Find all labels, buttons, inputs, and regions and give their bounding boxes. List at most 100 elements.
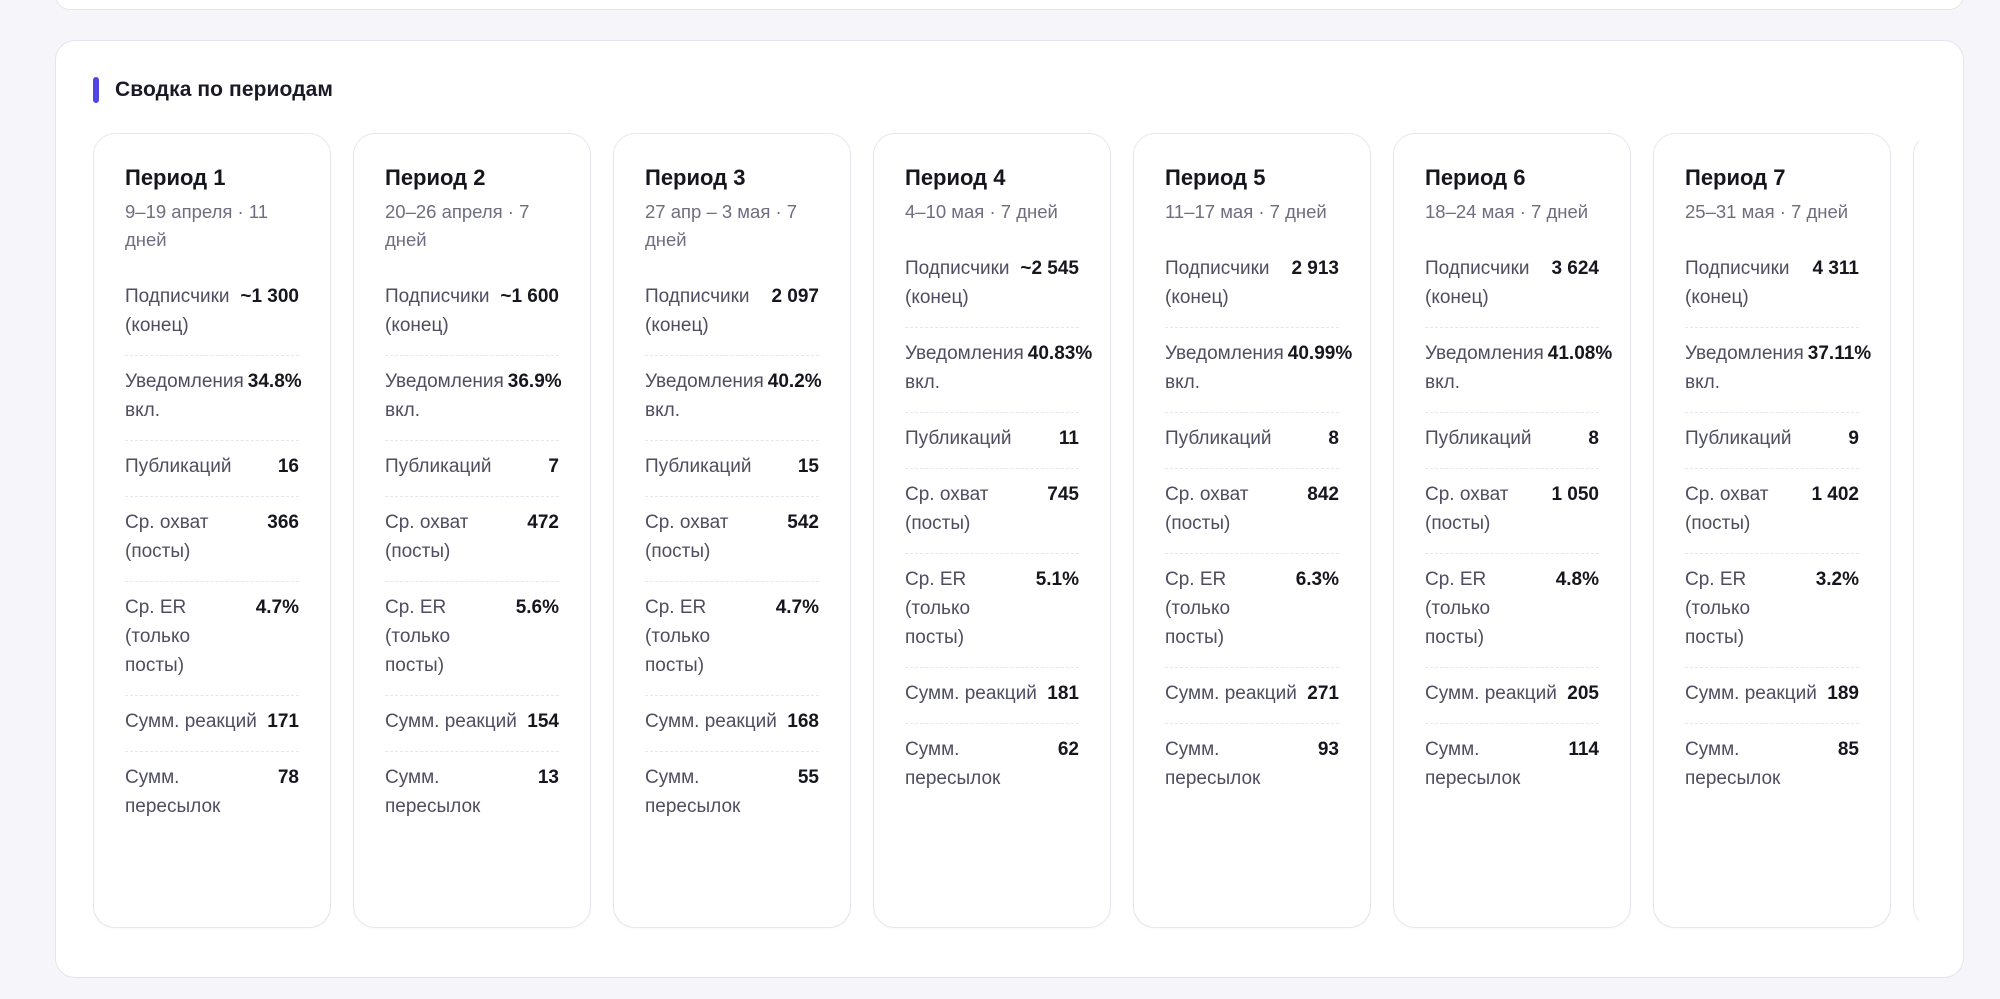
- metric-label: Уведомления вкл.: [1165, 343, 1284, 393]
- metric-label: Публикаций: [385, 456, 492, 477]
- metric-value: 114: [1568, 739, 1599, 760]
- metric-row: Публикаций 15: [645, 441, 819, 497]
- metric-row: Публикаций 8: [1425, 413, 1599, 469]
- metric-label: Сумм. пересылок: [1165, 739, 1261, 789]
- metric-label: Публикаций: [1165, 428, 1272, 449]
- metric-value: 15: [797, 456, 819, 477]
- period-cards: Период 1 9–19 апреля · 11 дней Подписчик…: [93, 133, 1919, 928]
- metric-row: Ср. охват (посты) 472: [385, 497, 559, 582]
- metric-label: Ср. ER (только посты): [385, 597, 451, 676]
- metric-row: Сумм. пересылок 13: [385, 752, 559, 836]
- period-title: Период 2: [385, 165, 486, 190]
- metric-value: 271: [1307, 683, 1339, 704]
- section-title: Сводка по периодам: [115, 78, 334, 101]
- metric-label: Сумм. реакций: [645, 711, 777, 732]
- metric-row: Ср. охват (посты) 1 050: [1425, 469, 1599, 554]
- metric-value: 62: [1057, 739, 1079, 760]
- metric-row: Сумм. пересылок 114: [1425, 724, 1599, 808]
- period-card: Период 5 11–17 мая · 7 дней Подписчики (…: [1133, 133, 1371, 928]
- period-card: Период 6 18–24 мая · 7 дней Подписчики (…: [1393, 133, 1631, 928]
- metric-label: Сумм. реакций: [1425, 683, 1557, 704]
- metric-row: Ср. ER (только посты) 5.1%: [905, 554, 1079, 668]
- metric-value: 2 097: [771, 286, 819, 307]
- metric-row: Ср. ER (только посты) 5.6%: [385, 582, 559, 696]
- metric-value: 36.9%: [507, 371, 562, 392]
- metric-value: 745: [1047, 484, 1079, 505]
- metric-row: Ср. ER (только посты) 6.3%: [1165, 554, 1339, 668]
- metric-label: Ср. охват (посты): [1685, 484, 1769, 534]
- period-dates: 11–17 мая · 7 дней: [1165, 201, 1327, 222]
- metric-row: Ср. ER (только посты) 4.8%: [1425, 554, 1599, 668]
- metric-label: Подписчики (конец): [1165, 258, 1270, 308]
- metric-value: 40.2%: [767, 371, 822, 392]
- metric-value: 1 402: [1811, 484, 1859, 505]
- metric-value: 13: [537, 767, 559, 788]
- metric-label: Публикаций: [125, 456, 232, 477]
- metric-value: 16: [277, 456, 299, 477]
- metric-value: 85: [1837, 739, 1859, 760]
- metric-label: Сумм. пересылок: [905, 739, 1001, 789]
- metric-label: Уведомления вкл.: [125, 371, 244, 421]
- metric-value: ~1 300: [240, 286, 299, 307]
- metric-row: Подписчики (конец) ~1 600: [385, 271, 559, 356]
- metric-value: 40.83%: [1027, 343, 1093, 364]
- metric-row: Ср. ER (только посты) 4.7%: [645, 582, 819, 696]
- metric-row: Сумм. пересылок 78: [125, 752, 299, 836]
- metric-label: Ср. ER (только посты): [905, 569, 971, 648]
- period-title: Период 4: [905, 165, 1006, 190]
- metric-label: Ср. ER (только посты): [645, 597, 711, 676]
- metric-value: ~2 545: [1020, 258, 1079, 279]
- metric-row: Публикаций 11: [905, 413, 1079, 469]
- metric-label: Уведомления вкл.: [1425, 343, 1544, 393]
- period-title: Период 5: [1165, 165, 1266, 190]
- period-dates: 20–26 апреля · 7 дней: [385, 201, 530, 250]
- period-dates: 25–31 мая · 7 дней: [1685, 201, 1849, 222]
- metric-value: 1 050: [1551, 484, 1599, 505]
- metric-label: Сумм. пересылок: [1425, 739, 1521, 789]
- metric-row: Подписчики (конец) 2 913: [1165, 243, 1339, 328]
- metric-value: 37.11%: [1807, 343, 1872, 364]
- period-card: Период 7 25–31 мая · 7 дней Подписчики (…: [1653, 133, 1891, 928]
- metric-value: 8: [1588, 428, 1599, 449]
- metric-row: Публикаций 9: [1685, 413, 1859, 469]
- metric-row: Уведомления вкл. 40.2%: [645, 356, 822, 441]
- metric-row: Публикаций 7: [385, 441, 559, 497]
- metric-row: Сумм. реакций 271: [1165, 668, 1339, 724]
- metric-value: 366: [267, 512, 299, 533]
- period-card: Период 4 4–10 мая · 7 дней Подписчики (к…: [873, 133, 1111, 928]
- period-card: Период 3 27 апр – 3 мая · 7 дней Подписч…: [613, 133, 851, 928]
- metric-row: Подписчики (конец) ~2 545: [905, 243, 1079, 328]
- period-dates: 9–19 апреля · 11 дней: [125, 201, 269, 250]
- metric-value: 11: [1058, 428, 1079, 449]
- metric-label: Сумм. пересылок: [385, 767, 481, 817]
- metric-value: 154: [527, 711, 559, 732]
- metric-label: Ср. ER (только посты): [1425, 569, 1491, 648]
- metric-value: 168: [787, 711, 819, 732]
- metric-row: Уведомления вкл. 34.8%: [125, 356, 302, 441]
- metric-value: 842: [1307, 484, 1339, 505]
- metric-label: Сумм. пересылок: [125, 767, 221, 817]
- metric-row: Сумм. пересылок 93: [1165, 724, 1339, 808]
- section-accent-bar: [93, 77, 99, 103]
- metric-row: Ср. ER (только посты) 4.7%: [125, 582, 299, 696]
- metric-row: Сумм. реакций 205: [1425, 668, 1599, 724]
- metric-row: Ср. охват (посты) 1 402: [1685, 469, 1859, 554]
- metric-label: Ср. ER (только посты): [125, 597, 191, 676]
- period-summary-panel: Сводка по периодам Период 1 9–19 апреля …: [55, 40, 1964, 978]
- metric-value: 171: [267, 711, 299, 732]
- metric-value: 189: [1827, 683, 1859, 704]
- metric-row: Ср. охват (посты) 366: [125, 497, 299, 582]
- metric-label: Сумм. реакций: [905, 683, 1037, 704]
- metric-value: 6.3%: [1295, 569, 1339, 590]
- metric-label: Ср. охват (посты): [385, 512, 469, 562]
- period-title: Период 3: [645, 165, 746, 190]
- metric-value: 40.99%: [1287, 343, 1353, 364]
- metric-row: Сумм. реакций 189: [1685, 668, 1859, 724]
- period-title: Период 1: [125, 165, 226, 190]
- metric-label: Сумм. реакций: [1165, 683, 1297, 704]
- metric-value: 4.7%: [255, 597, 299, 618]
- metric-row: Ср. охват (посты) 542: [645, 497, 819, 582]
- periods-scroller[interactable]: Период 1 9–19 апреля · 11 дней Подписчик…: [93, 133, 1919, 933]
- metric-label: Сумм. пересылок: [645, 767, 741, 817]
- metric-value: 5.6%: [515, 597, 559, 618]
